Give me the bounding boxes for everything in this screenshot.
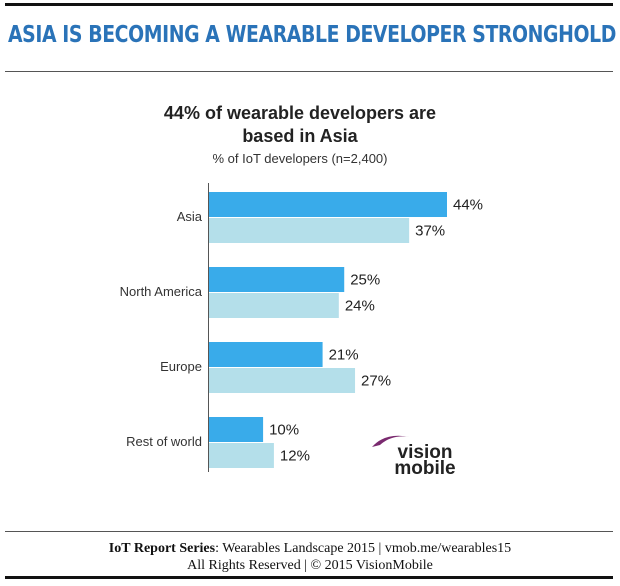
- bar: [209, 443, 274, 468]
- y-tick-label: Asia: [177, 209, 203, 224]
- bottom-rule: [5, 576, 613, 579]
- data-label: 24%: [345, 297, 375, 314]
- footer: IoT Report Series: Wearables Landscape 2…: [0, 540, 620, 574]
- y-tick-label: North America: [120, 284, 203, 299]
- bar: [209, 342, 323, 367]
- page-title: ASIA IS BECOMING A WEARABLE DEVELOPER ST…: [8, 22, 616, 48]
- data-label: 37%: [415, 222, 445, 239]
- data-label: 25%: [350, 271, 380, 288]
- chart-subtitle: % of IoT developers (n=2,400): [212, 151, 388, 166]
- bar: [209, 192, 447, 217]
- footer-line: IoT Report Series: Wearables Landscape 2…: [0, 540, 620, 557]
- logo-swoosh: [372, 435, 410, 447]
- bar: [209, 417, 264, 442]
- y-tick-label: Europe: [160, 359, 202, 374]
- title-rule: [5, 71, 613, 72]
- logo-text: vision: [398, 442, 453, 463]
- logo: vision mobile: [372, 435, 456, 479]
- chart-title: 44% of wearable developers are based in …: [163, 103, 437, 146]
- data-label: 10%: [269, 421, 299, 438]
- data-label: 12%: [280, 447, 310, 464]
- footer-text: : Wearables Landscape 2015 | vmob.me/wea…: [215, 541, 512, 556]
- y-tick-label: Rest of world: [126, 434, 202, 449]
- bar: [209, 368, 356, 393]
- footer-line: All Rights Reserved | © 2015 VisionMobil…: [187, 558, 433, 573]
- bar: [209, 267, 345, 292]
- footer-rule: [5, 531, 613, 532]
- footer-series: IoT Report Series: [108, 541, 216, 556]
- data-label: 44%: [453, 196, 483, 213]
- data-label: 27%: [361, 372, 391, 389]
- logo-text: mobile: [394, 458, 455, 479]
- bar: [209, 293, 339, 318]
- top-rule: [5, 3, 613, 6]
- bar: [209, 218, 410, 243]
- data-label: 21%: [329, 346, 359, 363]
